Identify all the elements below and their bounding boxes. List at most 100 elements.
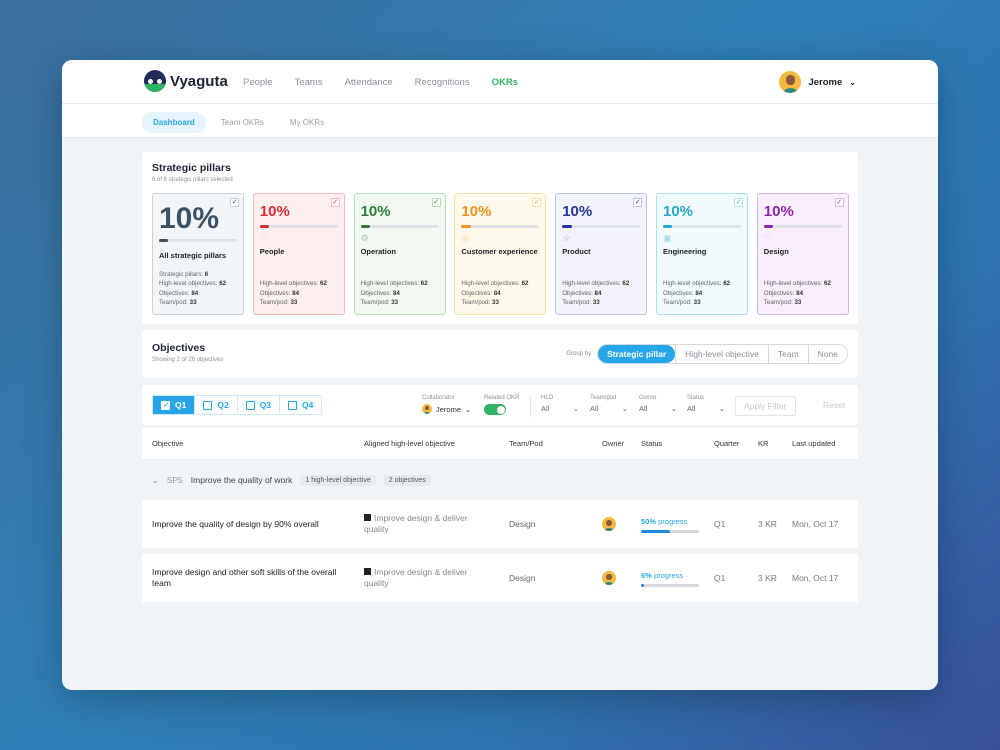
pillar-card[interactable]: ✓ 10% ◎ Customer experience High-level objec…: [454, 193, 547, 315]
pillar-stat: Objectives: 84: [763, 289, 804, 297]
pillar-checkbox[interactable]: ✓: [330, 198, 340, 207]
col-quarter[interactable]: Quarter: [714, 439, 740, 448]
pillar-progress-bar: [461, 225, 540, 228]
col-team-pod[interactable]: Team/Pod: [509, 439, 543, 448]
pillar-stat: Team/pod: 33: [763, 299, 802, 307]
pillar-card[interactable]: ✓ 10% ♡ Design High-level objectives: 62 Obje…: [756, 193, 849, 315]
tab-my-okrs[interactable]: My OKRs: [289, 118, 325, 127]
pillar-progress-bar: [259, 225, 338, 228]
last-updated: Mon, Oct 17: [792, 573, 839, 583]
tab-team-okrs[interactable]: Team OKRs: [220, 118, 264, 127]
pillar-card[interactable]: ✓ 10% All strategic pillars Strategic pilla…: [152, 193, 244, 315]
pillar-stat: Objectives: 84: [663, 289, 703, 297]
kr-count[interactable]: 3 KR: [758, 573, 777, 583]
chevron-down-icon: ⌄: [621, 404, 628, 413]
pillar-percent: 10%: [562, 203, 593, 220]
group-by-strategic-pillar[interactable]: Strategic pillar: [598, 345, 676, 363]
group-by-control: Group by Strategic pillar High-level obj…: [566, 344, 848, 364]
pillar-stat: High-level objectives: 62: [663, 280, 731, 288]
col-owner[interactable]: Owner: [602, 439, 625, 448]
checkbox-icon: [245, 400, 255, 410]
status-filter[interactable]: Status All ⌄: [687, 395, 725, 413]
quarter-q4[interactable]: Q4: [279, 396, 321, 414]
tab-dashboard[interactable]: Dashboard: [142, 112, 206, 133]
objective-name[interactable]: Improve the quality of design by 90% ove…: [152, 519, 319, 529]
pillar-percent: 10%: [763, 203, 794, 220]
pillar-card[interactable]: ✓ 10% ☆ Product High-level objectives: 62 Obj…: [555, 193, 648, 315]
collaborator-filter[interactable]: Collaborator Jerome ⌄: [422, 395, 472, 414]
nav-teams[interactable]: Teams: [294, 77, 323, 88]
pillar-stat: High-level objectives: 62: [461, 280, 529, 288]
quarter-q2[interactable]: Q2: [194, 396, 236, 414]
owner-avatar[interactable]: [602, 571, 616, 585]
pillar-card[interactable]: ✓ 10% ⚙ Operation High-level objectives: 62 O…: [353, 193, 446, 315]
divider: [530, 395, 531, 417]
hlo-filter[interactable]: HLO All ⌄: [541, 395, 579, 413]
group-by-none[interactable]: None: [807, 345, 847, 363]
pillar-progress-bar: [562, 225, 641, 228]
pillar-stat: Objectives: 84: [259, 289, 300, 297]
checkbox-icon: [203, 400, 213, 410]
objective-name[interactable]: Improve design and other soft skills of …: [152, 567, 337, 588]
quarter: Q1: [714, 519, 726, 529]
nav-recognitions[interactable]: Recognitions: [414, 77, 470, 88]
pillar-card[interactable]: ✓ 10% ▣ Engineering High-level objectives: 6…: [656, 193, 748, 315]
pillar-stat: High-level objectives: 62: [360, 280, 428, 288]
quarter-selector: ✓ Q1 Q2 Q3 Q4: [152, 395, 323, 415]
pillar-name: Design: [763, 246, 789, 256]
col-kr[interactable]: KR: [758, 439, 769, 448]
col-objective[interactable]: Objective: [152, 439, 184, 448]
aligned-hlo[interactable]: Improve design & deliver quality: [364, 513, 468, 534]
pillar-checkbox[interactable]: ✓: [431, 198, 441, 207]
pillar-stat: Strategic pillars: 6: [159, 270, 209, 278]
apply-filter-button[interactable]: Apply Filter: [735, 396, 796, 416]
last-updated: Mon, Oct 17: [792, 519, 839, 529]
kr-count[interactable]: 3 KR: [758, 519, 777, 529]
aligned-hlo[interactable]: Improve design & deliver quality: [364, 567, 468, 588]
owner-filter[interactable]: Owner All ⌄: [639, 395, 677, 413]
group-header[interactable]: ⌄ SP5 Improve the quality of work 1 high…: [142, 460, 858, 500]
team-pod-filter[interactable]: Team/pod All ⌄: [590, 395, 628, 413]
chevron-down-icon: ⌄: [670, 404, 677, 413]
col-aligned-hlo[interactable]: Aligned high-level objective: [364, 439, 455, 448]
pillar-stat: High-level objectives: 62: [159, 280, 227, 288]
col-status[interactable]: Status: [641, 439, 663, 448]
nav-attendance[interactable]: Attendance: [344, 77, 393, 88]
pillar-checkbox[interactable]: ✓: [230, 198, 239, 207]
chevron-down-icon[interactable]: ⌄: [152, 475, 159, 485]
pillar-stat: Team/pod: 33: [461, 299, 499, 307]
logo[interactable]: Vyaguta: [144, 70, 228, 92]
group-by-high-level-objective[interactable]: High-level objective: [675, 345, 768, 363]
pillar-checkbox[interactable]: ✓: [532, 198, 542, 207]
pillar-checkbox[interactable]: ✓: [633, 198, 643, 207]
quarter-q1[interactable]: ✓ Q1: [153, 396, 195, 414]
table-row[interactable]: Improve the quality of design by 90% ove…: [142, 500, 858, 548]
pillar-checkbox[interactable]: ✓: [834, 198, 844, 207]
nav-okrs[interactable]: OKRs: [491, 77, 518, 88]
chevron-down-icon: ⌄: [849, 77, 856, 87]
top-navigation: Vyaguta People Teams Attendance Recognit…: [62, 60, 938, 104]
reset-button[interactable]: Reset: [823, 400, 846, 410]
chevron-down-icon: ⌄: [572, 404, 579, 413]
pillar-name: Engineering: [663, 246, 707, 256]
group-title: Improve the quality of work: [190, 475, 293, 485]
pillar-stat: High-level objectives: 62: [259, 280, 327, 288]
pillar-card[interactable]: ✓ 10% ♡ People High-level objectives: 62 Obje…: [252, 193, 345, 315]
nav-people[interactable]: People: [243, 77, 273, 88]
related-okr-toggle[interactable]: [484, 404, 506, 415]
objectives-subtitle: Showing 2 of 26 objectives: [152, 357, 224, 363]
pillar-checkbox[interactable]: ✓: [734, 198, 743, 207]
award-icon: ◎: [461, 232, 470, 243]
quarter-q3[interactable]: Q3: [236, 396, 279, 414]
owner-avatar[interactable]: [602, 517, 616, 531]
col-last-updated[interactable]: Last updated: [792, 439, 836, 448]
group-code: SP5: [166, 475, 183, 485]
user-menu[interactable]: Jerome ⌄: [779, 71, 856, 93]
chevron-down-icon: ⌄: [465, 404, 472, 414]
group-by-team[interactable]: Team: [767, 345, 808, 363]
table-row[interactable]: Improve design and other soft skills of …: [142, 554, 858, 602]
strategic-pillars-panel: Strategic pillars 6 of 6 strategic pilla…: [142, 152, 858, 324]
pillar-progress-bar: [663, 225, 741, 228]
objectives-table: Objective Aligned high-level objective T…: [142, 428, 858, 608]
app-window: Vyaguta People Teams Attendance Recognit…: [62, 60, 938, 690]
